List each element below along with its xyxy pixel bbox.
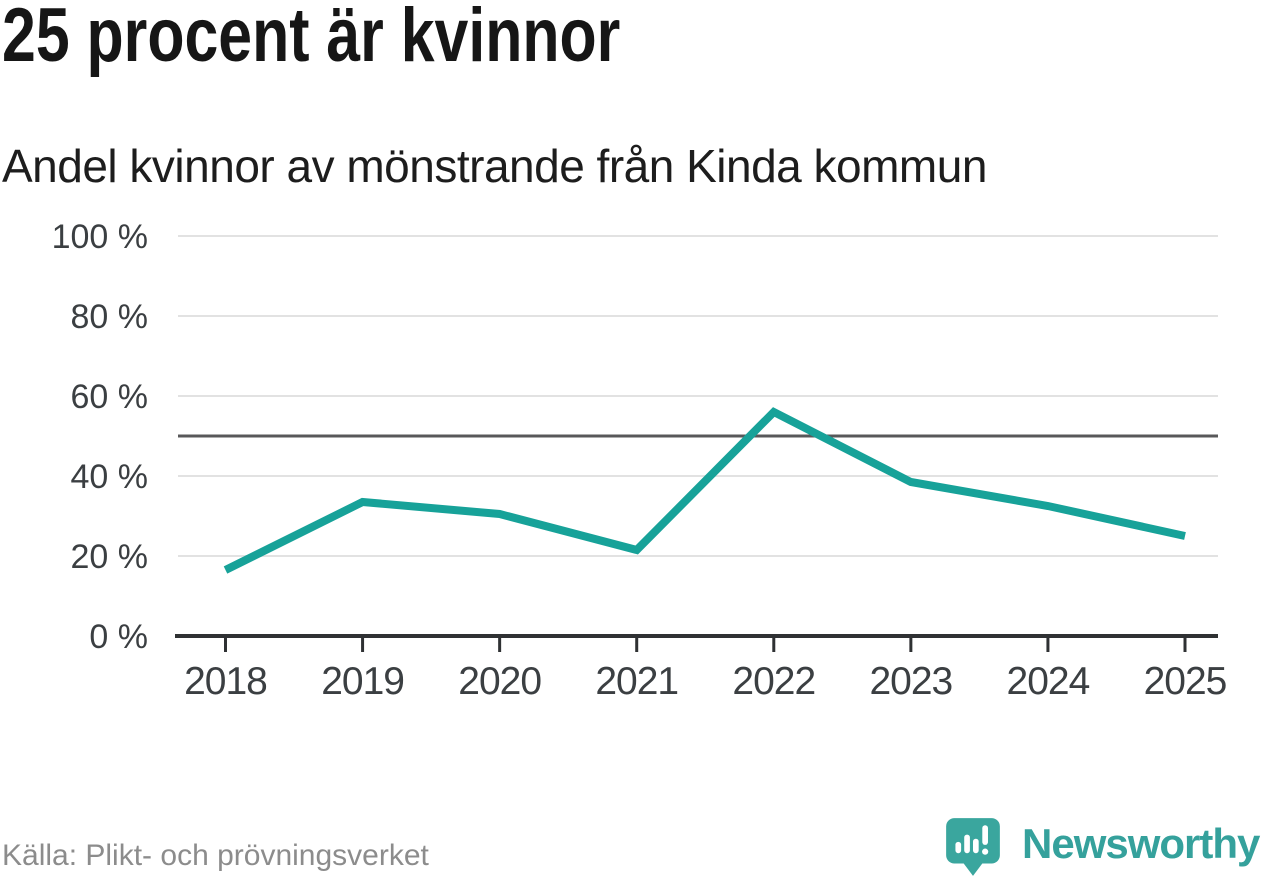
- y-axis-tick-label: 60 %: [71, 378, 149, 416]
- x-axis-tick-label: 2024: [1007, 660, 1090, 703]
- newsworthy-logo: Newsworthy: [944, 816, 1262, 878]
- logo-exclamation-dot: [982, 848, 989, 855]
- logo-bar-3: [973, 838, 979, 854]
- newsworthy-wordmark: Newsworthy: [1022, 820, 1260, 867]
- x-axis-tick-label: 2023: [869, 660, 952, 703]
- x-axis-tick-label: 2019: [321, 660, 404, 703]
- y-axis-tick-label: 80 %: [71, 298, 149, 336]
- x-axis-tick-label: 2025: [1144, 660, 1227, 703]
- source-note: Källa: Plikt- och prövningsverket: [2, 839, 429, 872]
- logo-bar-2: [964, 834, 970, 854]
- y-axis-tick-label: 100 %: [52, 218, 148, 256]
- logo-exclamation-bar: [982, 825, 988, 845]
- y-axis-tick-label: 0 %: [89, 618, 148, 656]
- y-axis-tick-label: 20 %: [71, 538, 149, 576]
- chart-subtitle: Andel kvinnor av mönstrande från Kinda k…: [2, 140, 987, 192]
- x-axis-tick-label: 2022: [732, 660, 815, 703]
- chart-title: 25 procent är kvinnor: [2, 0, 775, 74]
- x-axis-tick-label: 2020: [458, 660, 541, 703]
- data-line: [223, 407, 1186, 574]
- logo-bar-1: [955, 841, 962, 854]
- chart-title-text: 25 procent är kvinnor: [2, 0, 621, 78]
- x-axis-tick-label: 2018: [184, 660, 267, 703]
- y-axis-tick-label: 40 %: [71, 458, 149, 496]
- newsworthy-logo-icon: [946, 818, 1000, 876]
- x-axis-tick-label: 2021: [595, 660, 678, 703]
